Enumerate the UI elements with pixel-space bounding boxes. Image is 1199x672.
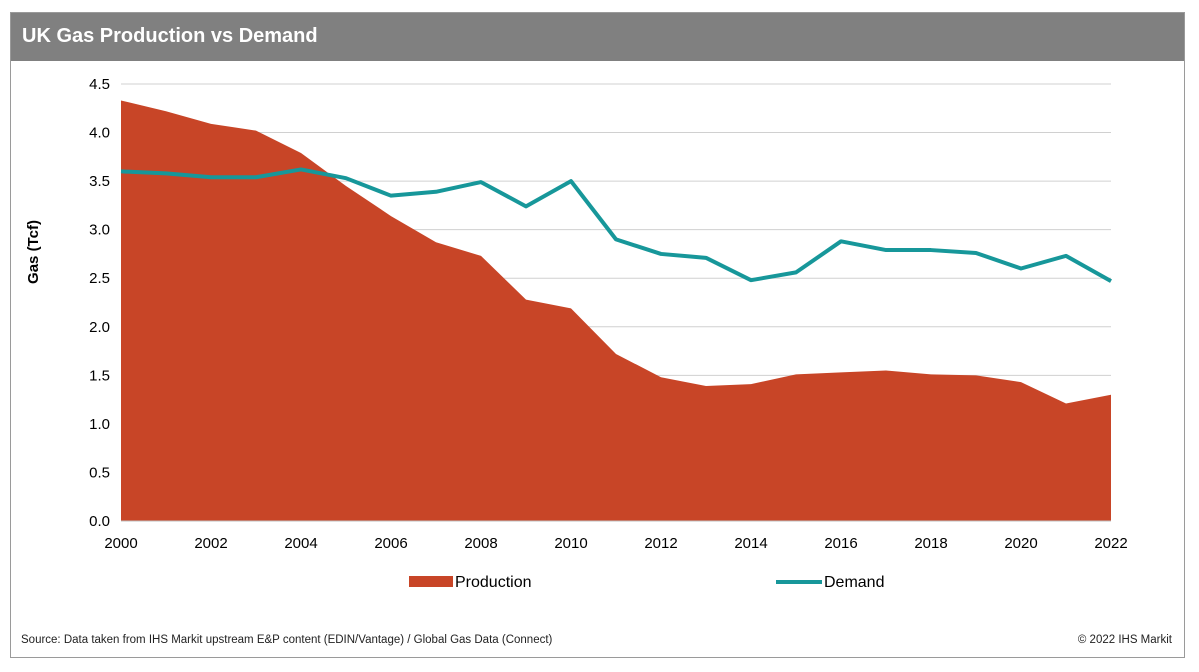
x-tick-label: 2014 — [734, 535, 767, 552]
x-tick-label: 2022 — [1094, 535, 1127, 552]
chart-title: UK Gas Production vs Demand — [22, 25, 318, 47]
x-tick-label: 2000 — [104, 535, 137, 552]
y-tick-label: 3.5 — [89, 173, 110, 190]
source-note: Source: Data taken from IHS Markit upstr… — [21, 634, 553, 646]
y-tick-label: 0.5 — [89, 464, 110, 481]
legend-demand-label: Demand — [824, 574, 884, 591]
x-tick-label: 2010 — [554, 535, 587, 552]
y-tick-label: 1.0 — [89, 416, 110, 433]
x-tick-label: 2012 — [644, 535, 677, 552]
x-tick-labels: 2000 2002 2004 2006 2008 2010 2012 2014 2016 2018… — [104, 535, 1127, 552]
legend: Production Demand — [409, 574, 884, 591]
x-tick-label: 2006 — [374, 535, 407, 552]
y-tick-labels: 0.0 0.5 1.0 1.5 2.0 2.5 3.0 3.5 4.0 4.5 — [89, 76, 110, 530]
production-area — [121, 100, 1111, 522]
legend-production-label: Production — [455, 574, 532, 591]
y-tick-label: 3.0 — [89, 222, 110, 239]
y-tick-label: 1.5 — [89, 367, 110, 384]
y-tick-label: 4.5 — [89, 76, 110, 93]
y-tick-label: 0.0 — [89, 513, 110, 530]
y-tick-label: 4.0 — [89, 125, 110, 142]
x-tick-label: 2018 — [914, 535, 947, 552]
y-axis-label: Gas (Tcf) — [25, 220, 42, 284]
legend-production-swatch — [409, 576, 453, 587]
y-tick-label: 2.0 — [89, 319, 110, 336]
chart-header: UK Gas Production vs Demand — [11, 13, 1184, 61]
y-tick-label: 2.5 — [89, 270, 110, 287]
x-tick-label: 2002 — [194, 535, 227, 552]
x-tick-label: 2004 — [284, 535, 317, 552]
copyright-note: © 2022 IHS Markit — [1077, 634, 1172, 646]
demand-line — [120, 167, 1112, 283]
x-tick-label: 2008 — [464, 535, 497, 552]
x-tick-label: 2016 — [824, 535, 857, 552]
x-tick-label: 2020 — [1004, 535, 1037, 552]
